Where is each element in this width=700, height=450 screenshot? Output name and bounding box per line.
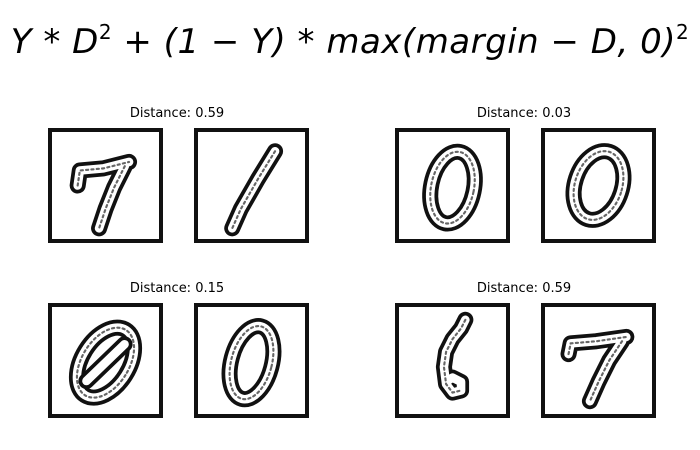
- formula-op2: + (1 −: [112, 22, 252, 62]
- digit-image-zero: [48, 303, 163, 418]
- digit-image-one: [194, 128, 309, 243]
- digit-image-zero: [395, 128, 510, 243]
- formula-op1: *: [32, 22, 73, 62]
- formula-y2: Y: [251, 22, 273, 62]
- distance-label: Distance: 0.15: [129, 281, 225, 296]
- handwritten-zero-glyph: [68, 319, 143, 406]
- handwritten-one-glyph: [224, 143, 284, 237]
- distance-label: Distance: 0.03: [476, 106, 572, 121]
- digit-pair-3: Distance: 0.15: [46, 281, 320, 431]
- formula-exponent-1: 2: [98, 20, 113, 44]
- formula-exponent-2: 2: [676, 20, 690, 44]
- digit-pair-2: Distance: 0.03: [393, 106, 667, 256]
- digit-image-zero: [194, 303, 309, 418]
- digit-pair-1: Distance: 0.59: [46, 106, 320, 256]
- digit-image-six: [395, 303, 510, 418]
- handwritten-zero-glyph: [221, 318, 282, 408]
- distance-label: Distance: 0.59: [129, 106, 225, 121]
- handwritten-zero-glyph: [565, 143, 632, 228]
- handwritten-six-glyph: [435, 311, 474, 401]
- formula-d: D: [72, 22, 99, 62]
- handwritten-zero-glyph: [422, 143, 483, 232]
- digit-image-seven: [541, 303, 656, 418]
- handwritten-seven-glyph: [69, 153, 138, 237]
- digit-image-zero: [541, 128, 656, 243]
- handwritten-seven-glyph: [560, 328, 635, 410]
- digit-image-seven: [48, 128, 163, 243]
- formula-op3: ) * max(margin − D, 0): [272, 22, 676, 62]
- formula-y: Y: [10, 22, 33, 62]
- contrastive-loss-formula: Y * D2 + (1 − Y) * max(margin − D, 0)2: [0, 22, 700, 62]
- digit-pair-4: Distance: 0.59: [393, 281, 667, 431]
- distance-label: Distance: 0.59: [476, 281, 572, 296]
